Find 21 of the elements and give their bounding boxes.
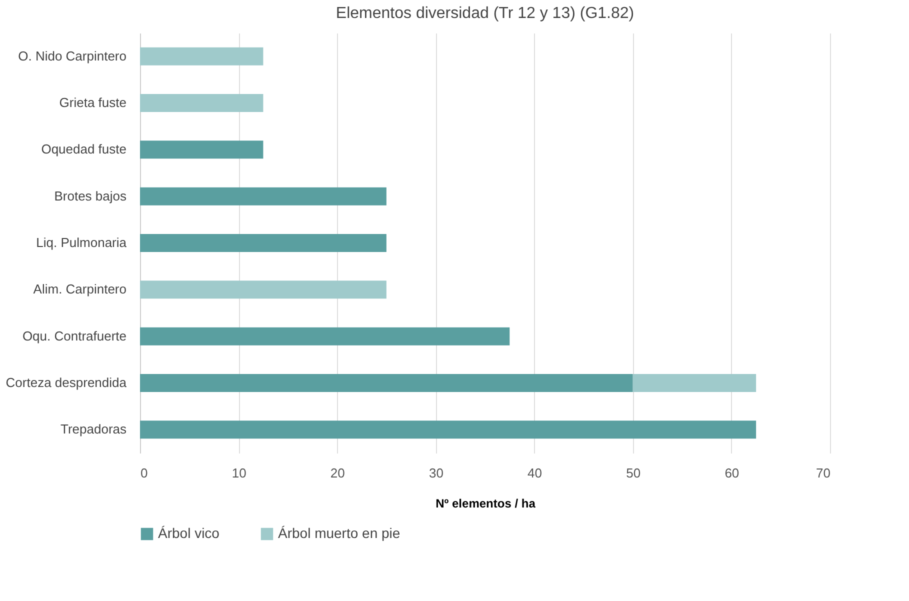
x-tick-label: 60 [724, 466, 740, 480]
y-tick-label: O. Nido Carpintero [18, 48, 126, 64]
x-tick-label: 40 [528, 466, 542, 480]
x-tick-label: 50 [626, 466, 641, 480]
legend-label: Árbol muerto en pie [278, 525, 400, 541]
y-tick-label: Oquedad fuste [41, 142, 126, 157]
x-tick-label: 30 [428, 466, 444, 480]
x-tick-label: 10 [232, 466, 246, 480]
y-tick-label: Grieta fuste [59, 95, 126, 110]
chart-title: Elementos diversidad (Tr 12 y 13) (G1.82) [336, 5, 634, 22]
legend-label: Árbol vico [158, 525, 220, 541]
y-tick-label: Alim. Carpintero [33, 282, 126, 297]
y-tick-label: Oqu. Contrafuerte [22, 328, 126, 344]
x-tick-label: 20 [330, 466, 345, 480]
x-tick-label: 0 [140, 466, 148, 480]
y-tick-label: Trepadoras [60, 422, 127, 437]
x-tick-label: 70 [816, 466, 830, 480]
y-tick-label: Corteza desprendida [6, 375, 128, 390]
y-tick-label: Brotes bajos [54, 188, 127, 204]
y-tick-label: Liq. Pulmonaria [36, 235, 128, 250]
x-axis-title: Nº elementos / ha [436, 496, 536, 510]
